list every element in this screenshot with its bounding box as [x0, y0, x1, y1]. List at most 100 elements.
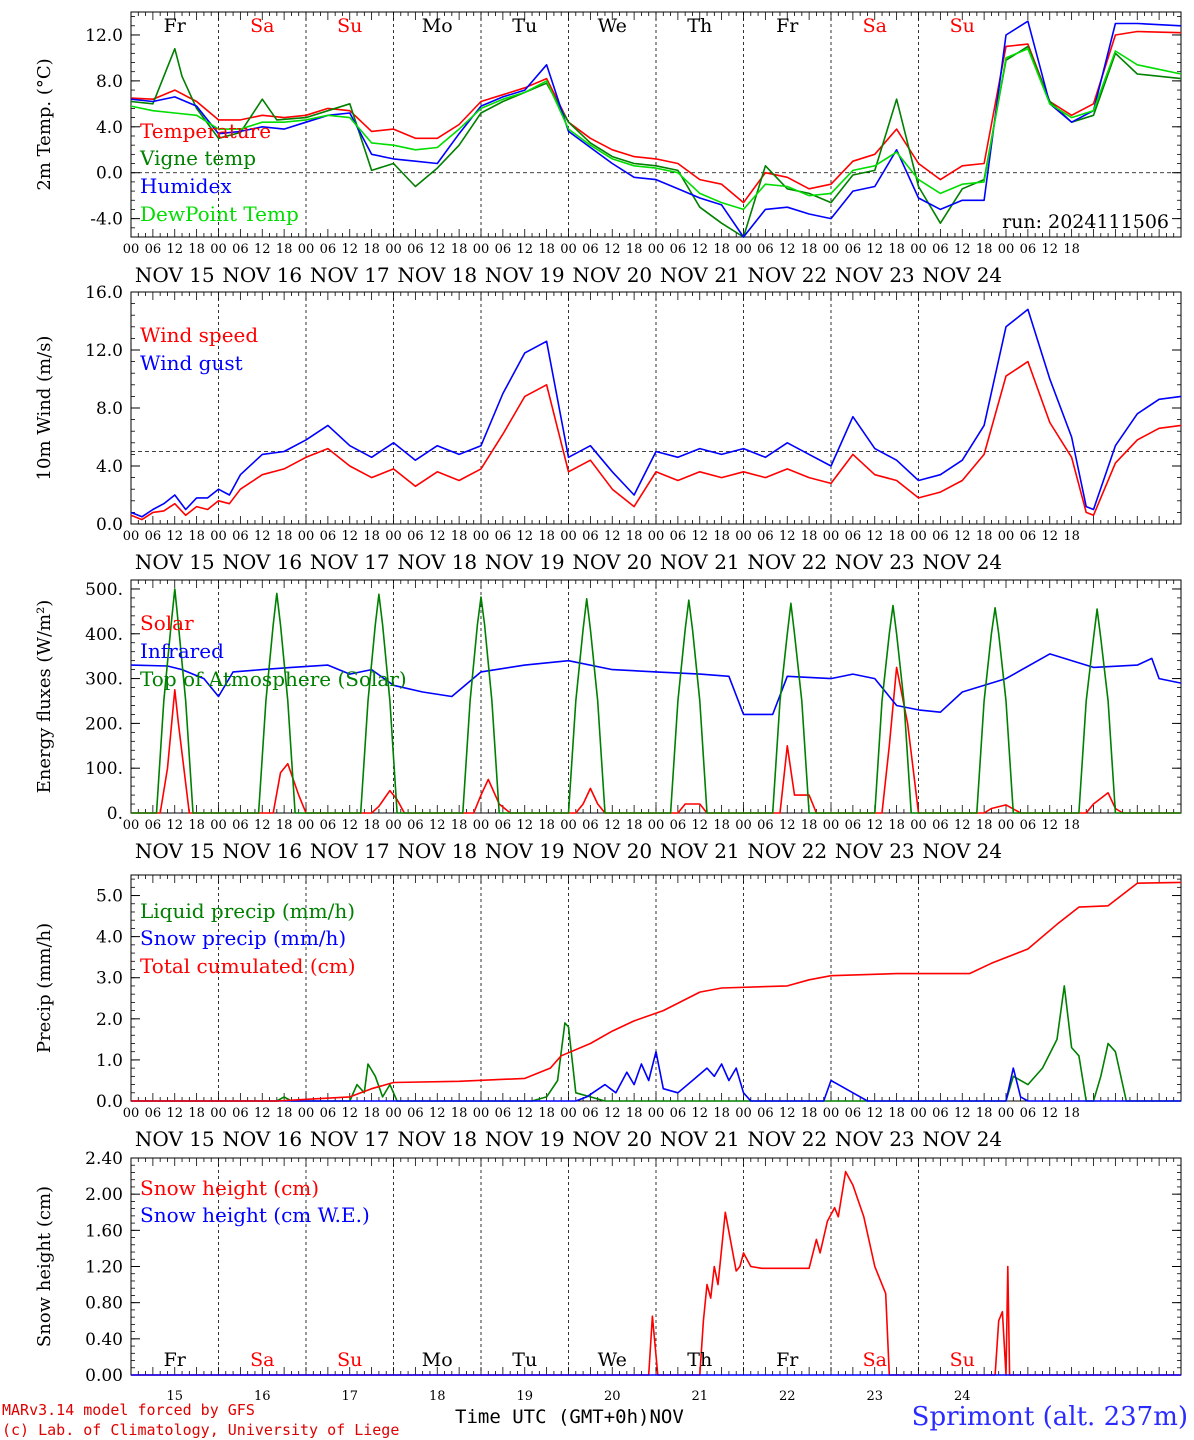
hour-label: 00 [210, 529, 227, 544]
day-number: 18 [429, 1389, 446, 1404]
hour-label: 00 [123, 529, 140, 544]
hour-label: 06 [232, 1106, 249, 1121]
series-line-1 [131, 1170, 1181, 1376]
hour-label: 06 [145, 818, 162, 833]
hour-label: 06 [1020, 818, 1037, 833]
hour-label: 06 [582, 1106, 599, 1121]
weekday-label: Sa [863, 1349, 887, 1371]
hour-label: 18 [451, 242, 468, 257]
hour-label: 18 [713, 242, 730, 257]
hour-label: 06 [495, 818, 512, 833]
hour-label: 18 [976, 242, 993, 257]
y-axis-label: Snow height (cm) [34, 1186, 55, 1347]
weekday-label: Su [337, 15, 362, 37]
hour-label: 12 [604, 242, 621, 257]
weekday-label: Tu [512, 15, 537, 37]
hour-label: 12 [1041, 818, 1058, 833]
hour-label: 18 [276, 529, 293, 544]
hour-label: 06 [407, 818, 424, 833]
hour-label: 06 [407, 1106, 424, 1121]
hour-label: 12 [866, 1106, 883, 1121]
hour-label: 18 [188, 818, 205, 833]
date-label: NOV 19 [485, 263, 565, 287]
hour-label: 12 [954, 1106, 971, 1121]
hour-label: 00 [210, 818, 227, 833]
weekday-label: Sa [863, 15, 887, 37]
hour-label: 06 [145, 529, 162, 544]
hour-label: 18 [188, 529, 205, 544]
hour-label: 00 [560, 1106, 577, 1121]
date-label: NOV 16 [222, 263, 302, 287]
y-tick-label: 0.80 [85, 1294, 123, 1314]
date-label: NOV 18 [397, 550, 477, 574]
hour-label: 00 [298, 242, 315, 257]
date-label: NOV 20 [572, 263, 652, 287]
hour-label: 00 [210, 1106, 227, 1121]
hour-label: 06 [932, 1106, 949, 1121]
hour-label: 06 [845, 1106, 862, 1121]
y-tick-label: 0.0 [96, 515, 123, 535]
hour-label: 12 [254, 242, 271, 257]
hour-label: 12 [341, 242, 358, 257]
legend-entry: Solar [140, 611, 194, 635]
day-number: 23 [866, 1389, 883, 1404]
date-label: NOV 15 [135, 839, 215, 863]
hour-label: 12 [516, 818, 533, 833]
hour-label: 18 [451, 1106, 468, 1121]
hour-label: 12 [779, 242, 796, 257]
date-label: NOV 15 [135, 263, 215, 287]
y-tick-label: -4.0 [90, 210, 123, 230]
hour-label: 00 [648, 242, 665, 257]
hour-label: 18 [976, 529, 993, 544]
hour-label: 06 [932, 529, 949, 544]
hour-label: 12 [166, 529, 183, 544]
hour-label: 12 [254, 529, 271, 544]
date-label: NOV 22 [747, 550, 827, 574]
hour-label: 12 [866, 242, 883, 257]
day-number: 22 [779, 1389, 796, 1404]
legend-entry: Liquid precip (mm/h) [140, 899, 355, 923]
weekday-label: Th [687, 15, 712, 37]
weekday-label: We [598, 1349, 627, 1371]
date-label: NOV 20 [572, 839, 652, 863]
hour-label: 06 [670, 1106, 687, 1121]
hour-label: 18 [626, 529, 643, 544]
time-axis-caption: Time UTC (GMT+0h)NOV [455, 1406, 684, 1428]
hour-label: 18 [538, 529, 555, 544]
hour-label: 00 [648, 529, 665, 544]
weekday-label: Mo [422, 1349, 453, 1371]
hour-label: 06 [320, 1106, 337, 1121]
date-label: NOV 17 [310, 1127, 390, 1151]
hour-label: 18 [276, 1106, 293, 1121]
hour-label: 06 [232, 242, 249, 257]
day-number: 21 [691, 1389, 708, 1404]
y-tick-label: 2.40 [85, 1149, 123, 1169]
date-label: NOV 21 [660, 550, 740, 574]
y-tick-label: 5.0 [96, 887, 123, 907]
weekday-label: Su [337, 1349, 362, 1371]
hour-label: 00 [998, 242, 1015, 257]
hour-label: 00 [298, 818, 315, 833]
hour-label: 06 [232, 529, 249, 544]
hour-label: 18 [188, 1106, 205, 1121]
series-line-2 [131, 1050, 1181, 1102]
hour-label: 12 [779, 1106, 796, 1121]
hour-label: 06 [757, 529, 774, 544]
hour-label: 12 [341, 818, 358, 833]
series-line-1 [130, 30, 1182, 204]
hour-label: 18 [538, 242, 555, 257]
panel-4 [130, 874, 1182, 1102]
hour-label: 18 [976, 1106, 993, 1121]
hour-label: 12 [341, 529, 358, 544]
y-tick-label: 500. [85, 580, 123, 600]
hour-label: 12 [604, 818, 621, 833]
hour-label: 12 [429, 242, 446, 257]
hour-label: 18 [363, 1106, 380, 1121]
hour-label: 18 [276, 818, 293, 833]
hour-label: 18 [626, 242, 643, 257]
hour-label: 00 [298, 1106, 315, 1121]
y-tick-label: 400. [85, 625, 123, 645]
weekday-label: Sa [250, 1349, 274, 1371]
hour-label: 06 [145, 1106, 162, 1121]
date-label: NOV 19 [485, 1127, 565, 1151]
